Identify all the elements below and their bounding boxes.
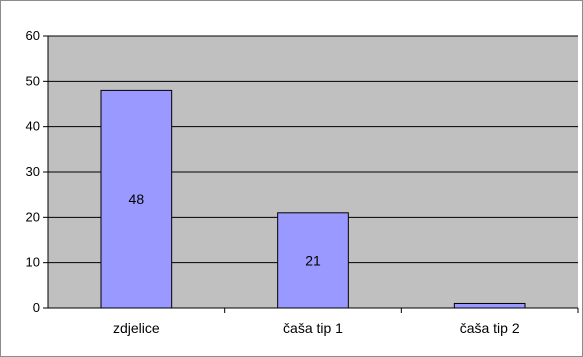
- y-tick-label: 50: [26, 73, 40, 88]
- bar: [100, 89, 173, 309]
- data-label: 48: [129, 191, 145, 207]
- bars: 48 21: [100, 89, 526, 309]
- y-axis-ticks: 0 10 20 30 40 50 60: [26, 28, 48, 315]
- y-tick-label: 0: [33, 300, 40, 315]
- data-label: 21: [305, 252, 321, 268]
- x-category-label: čaša tip 1: [283, 320, 343, 336]
- y-tick-label: 30: [26, 164, 40, 179]
- y-tick-label: 40: [26, 119, 40, 134]
- x-category-label: zdjelice: [113, 320, 160, 336]
- bar: [453, 302, 526, 309]
- x-axis-labels: zdjelice čaša tip 1 čaša tip 2: [113, 308, 579, 336]
- y-tick-label: 10: [26, 255, 40, 270]
- y-tick-label: 20: [26, 209, 40, 224]
- x-category-label: čaša tip 2: [460, 320, 520, 336]
- y-tick-label: 60: [26, 28, 40, 43]
